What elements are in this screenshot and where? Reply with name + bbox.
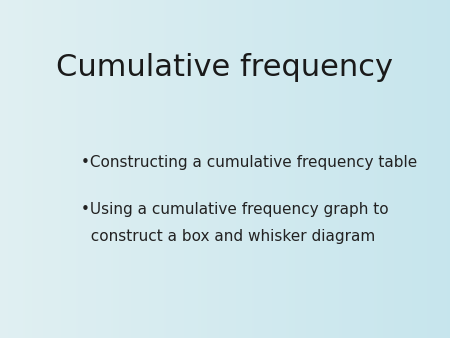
- Text: construct a box and whisker diagram: construct a box and whisker diagram: [81, 229, 375, 244]
- Text: Cumulative frequency: Cumulative frequency: [57, 53, 393, 82]
- Text: •Using a cumulative frequency graph to: •Using a cumulative frequency graph to: [81, 202, 389, 217]
- Text: •Constructing a cumulative frequency table: •Constructing a cumulative frequency tab…: [81, 155, 417, 170]
